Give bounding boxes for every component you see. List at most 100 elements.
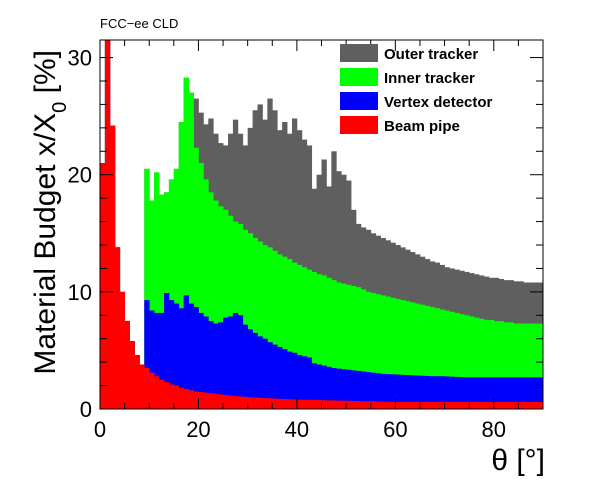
- bar-beam-pipe: [365, 401, 372, 409]
- bar-vertex-detector: [213, 323, 219, 409]
- bar-vertex-detector: [188, 303, 194, 409]
- bar-inner-tracker: [336, 282, 342, 409]
- bar-beam-pipe: [267, 398, 273, 409]
- bar-beam-pipe: [277, 398, 283, 409]
- y-axis-title-main: Material Budget x/X: [29, 113, 62, 375]
- legend-swatch: [340, 92, 378, 110]
- bar-vertex-detector: [518, 377, 524, 409]
- bar-beam-pipe: [518, 401, 524, 409]
- bar-inner-tracker: [395, 298, 401, 409]
- bar-vertex-detector: [287, 351, 293, 409]
- bar-vertex-detector: [444, 376, 450, 409]
- bar-beam-pipe: [272, 398, 278, 409]
- bar-inner-tracker: [341, 283, 347, 409]
- bar-beam-pipe: [434, 401, 441, 409]
- bar-beam-pipe: [360, 401, 367, 409]
- bar-beam-pipe: [483, 401, 490, 409]
- bar-vertex-detector: [341, 369, 347, 409]
- bar-vertex-detector: [242, 324, 249, 409]
- bar-vertex-detector: [311, 363, 317, 409]
- bar-inner-tracker: [351, 286, 357, 409]
- legend-label: Beam pipe: [384, 118, 460, 135]
- bar-beam-pipe: [533, 401, 539, 409]
- bar-vertex-detector: [488, 377, 495, 409]
- bar-vertex-detector: [252, 332, 258, 409]
- bar-beam-pipe: [287, 399, 293, 409]
- bar-inner-tracker: [439, 309, 445, 409]
- bar-inner-tracker: [277, 254, 283, 409]
- x-tick-label: 20: [186, 417, 210, 442]
- bar-beam-pipe: [321, 400, 327, 409]
- bar-inner-tracker: [168, 179, 175, 409]
- bar-beam-pipe: [316, 400, 322, 409]
- legend: Outer tracker Inner tracker Vertex detecto…: [340, 44, 493, 135]
- bar-beam-pipe: [439, 401, 445, 409]
- bar-inner-tracker: [154, 172, 160, 409]
- bar-inner-tracker: [493, 321, 500, 409]
- bar-vertex-detector: [454, 376, 460, 409]
- bar-beam-pipe: [311, 399, 317, 409]
- legend-swatch: [340, 68, 378, 86]
- bar-inner-tracker: [282, 256, 288, 409]
- bar-vertex-detector: [498, 377, 505, 409]
- bar-inner-tracker: [370, 293, 377, 409]
- bar-beam-pipe: [114, 247, 121, 409]
- bar-inner-tracker: [390, 297, 396, 409]
- bar-beam-pipe: [168, 384, 175, 409]
- bar-inner-tracker: [178, 122, 185, 409]
- bar-inner-tracker: [223, 209, 229, 409]
- bar-vertex-detector: [528, 377, 534, 409]
- bar-beam-pipe: [424, 401, 431, 409]
- bar-beam-pipe: [405, 401, 411, 409]
- bar-beam-pipe: [173, 385, 180, 409]
- axis-ticks: 0 20 40 60 80 0 10 20 30: [68, 40, 544, 442]
- x-tick-label: 80: [482, 417, 506, 442]
- y-axis-title: Material Budget x/X0 [%]: [29, 50, 71, 375]
- bar-beam-pipe: [390, 401, 396, 409]
- bar-vertex-detector: [483, 377, 490, 409]
- bar-inner-tracker: [355, 287, 362, 409]
- bar-vertex-detector: [198, 312, 204, 409]
- bar-beam-pipe: [252, 397, 258, 409]
- bar-beam-pipe: [159, 379, 165, 409]
- bar-beam-pipe: [419, 401, 426, 409]
- bar-vertex-detector: [479, 377, 485, 409]
- bar-vertex-detector: [232, 312, 239, 409]
- bar-beam-pipe: [227, 395, 234, 409]
- bar-beam-pipe: [139, 364, 145, 409]
- bar-inner-tracker: [346, 284, 352, 409]
- bar-vertex-detector: [375, 373, 381, 409]
- bar-vertex-detector: [459, 377, 465, 409]
- x-tick-label: 60: [383, 417, 407, 442]
- bar-vertex-detector: [370, 372, 377, 409]
- bar-inner-tracker: [218, 206, 224, 409]
- legend-swatch: [340, 44, 378, 62]
- bar-inner-tracker: [444, 310, 450, 409]
- bar-inner-tracker: [326, 277, 332, 409]
- y-axis-title-unit: [%]: [29, 50, 62, 102]
- bar-inner-tracker: [291, 262, 298, 409]
- bar-vertex-detector: [439, 376, 445, 409]
- bar-beam-pipe: [498, 401, 505, 409]
- bar-beam-pipe: [178, 387, 185, 409]
- bar-vertex-detector: [296, 355, 303, 409]
- bar-inner-tracker: [449, 311, 455, 409]
- bar-inner-tracker: [296, 264, 303, 409]
- bar-vertex-detector: [277, 346, 283, 409]
- y-tick-label: 10: [68, 280, 92, 305]
- bar-beam-pipe: [429, 401, 436, 409]
- legend-swatch: [340, 116, 378, 134]
- bar-beam-pipe: [163, 382, 170, 409]
- bar-inner-tracker: [518, 323, 524, 409]
- bar-inner-tracker: [257, 241, 263, 409]
- bar-vertex-detector: [163, 293, 170, 409]
- bar-inner-tracker: [262, 245, 268, 409]
- bar-vertex-detector: [316, 364, 322, 409]
- bar-inner-tracker: [429, 307, 436, 409]
- bar-vertex-detector: [533, 377, 539, 409]
- bar-vertex-detector: [469, 377, 475, 409]
- y-tick-label: 30: [68, 46, 92, 71]
- bar-beam-pipe: [395, 401, 401, 409]
- bar-beam-pipe: [144, 368, 150, 409]
- bar-vertex-detector: [321, 365, 327, 409]
